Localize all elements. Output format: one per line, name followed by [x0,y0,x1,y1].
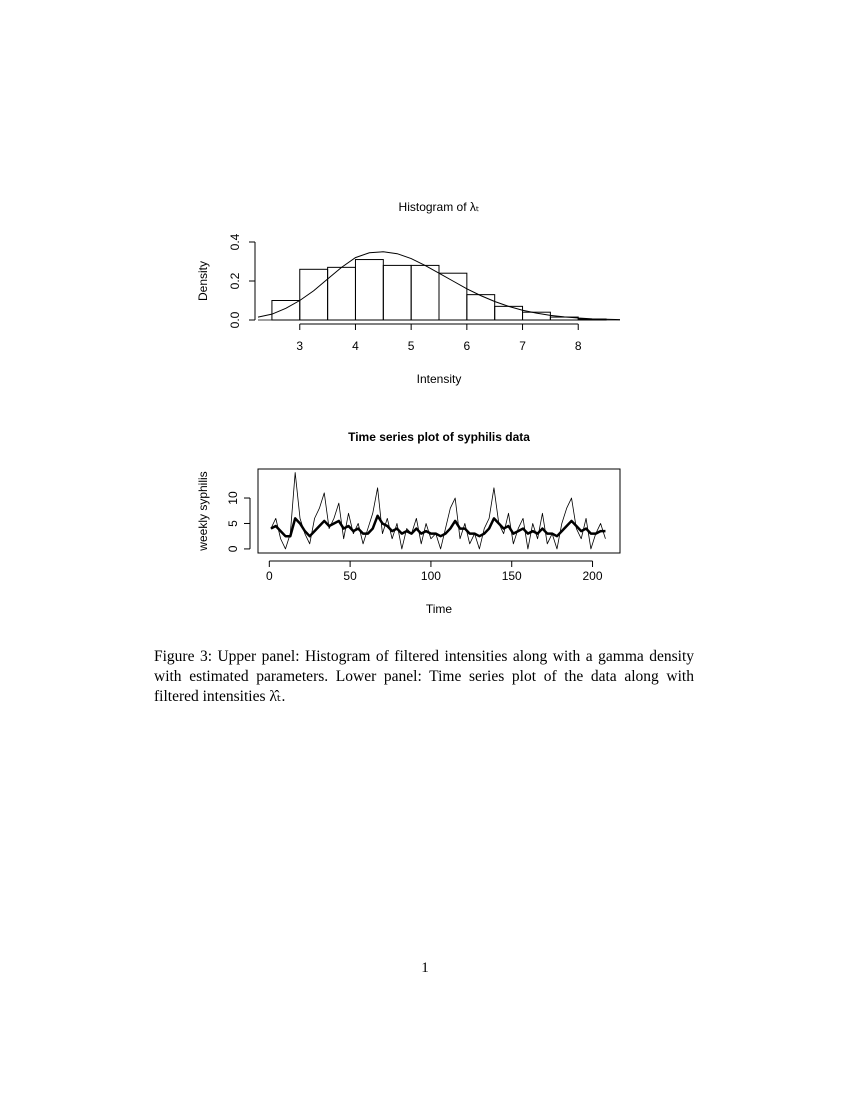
page-number: 1 [421,960,429,976]
y-axis-title: weekly syphilis [196,471,210,551]
histogram-bar [354,259,384,321]
y-tick-label: 10 [226,491,240,505]
density-curve [257,251,621,321]
x-tick-label: 200 [583,569,603,583]
x-tick-label: 3 [296,339,303,353]
histogram-bar [382,264,412,321]
y-axis-title: Density [196,261,210,301]
plot-frame [257,468,621,554]
x-tick-label: 6 [464,339,471,353]
histogram-bar [299,268,329,321]
x-tick-label: 7 [519,339,526,353]
histogram-bar [494,305,524,321]
x-tick-label: 4 [352,339,359,353]
chart-title: Time series plot of syphilis data [348,430,530,444]
x-axis-title: Intensity [417,372,462,386]
x-tick-label: 0 [266,569,273,583]
y-tick-label: 0 [226,545,240,552]
series-line [270,514,606,538]
y-tick-label: 5 [226,520,240,527]
x-tick-label: 100 [421,569,441,583]
histogram-bar [271,300,301,321]
x-tick-label: 50 [343,569,357,583]
caption: Figure 3: Upper panel: Histogram of filt… [154,648,694,705]
x-tick-label: 8 [575,339,582,353]
histogram-bar [438,272,468,321]
y-tick-label: 0.2 [228,272,242,289]
histogram-bar [522,311,551,321]
histogram-bar [466,294,496,321]
chart-title: Histogram of λₜ [399,200,480,214]
x-tick-label: 5 [408,339,415,353]
histogram-bar [410,264,440,321]
x-tick-label: 150 [502,569,522,583]
series-line [270,472,606,550]
y-tick-label: 0.0 [228,311,242,328]
x-axis-title: Time [426,602,453,616]
y-tick-label: 0.4 [228,233,242,250]
